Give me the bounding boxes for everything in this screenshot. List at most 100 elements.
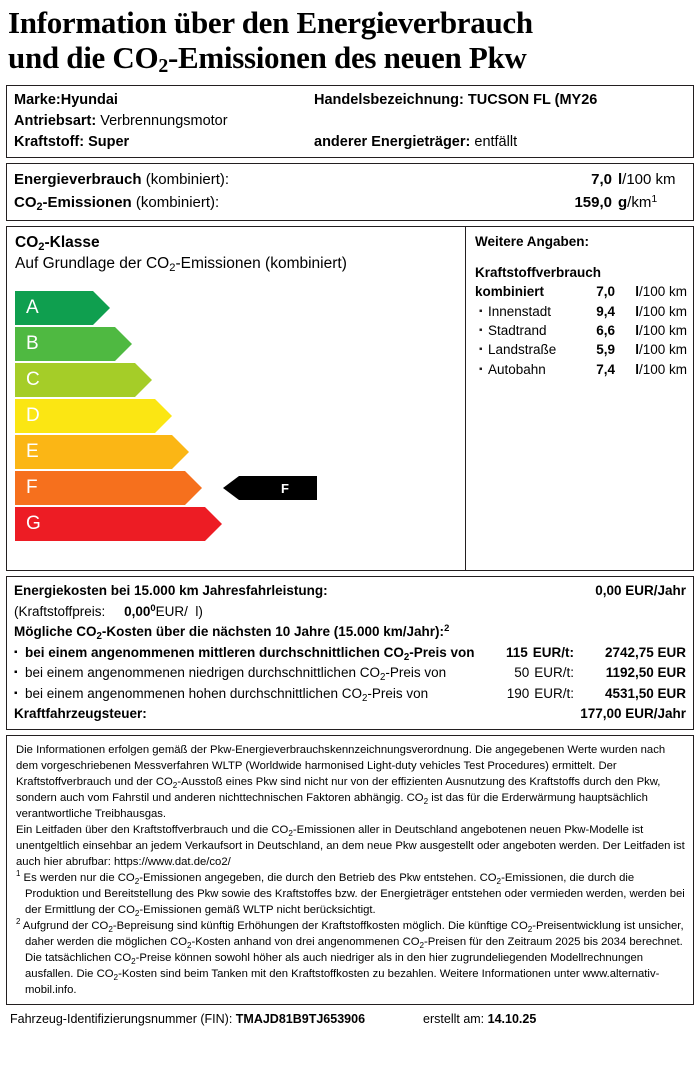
footer: Fahrzeug-Identifizierungsnummer (FIN): T… [6,1012,694,1026]
legal-paragraph-1: Die Informationen erfolgen gemäß der Pkw… [16,743,666,820]
energy-consumption-label: Energieverbrauch (kombiniert): [14,171,230,189]
fuel-consumption-value: 9,4 [596,303,615,319]
vehicle-identity-box: Marke:Hyundai Handelsbezeichnung: TUCSON… [6,85,694,159]
fuel-consumption-unit: l/100 km [635,323,687,338]
model-label: Handelsbezeichnung: [314,92,464,109]
identity-row-drivetrain: Antriebsart: Verbrennungsmotor [14,111,686,132]
other-energy-field: anderer Energieträger: entfällt [314,132,686,153]
co2-price-per-ton: 115 [505,644,528,660]
efficiency-bar-label: F [26,477,38,499]
costs-box: Energiekosten bei 15.000 km Jahresfahrle… [6,576,694,730]
fuel-field: Kraftstoff: Super [14,132,314,153]
co2-costs-heading: Mögliche CO2-Kosten über die nächsten 10… [14,623,450,643]
co2-cost-description: ▪ bei einem angenommenen mittleren durchs… [14,644,475,663]
bullet-icon: ▪ [479,305,483,317]
co2-cost-row: ▪ bei einem angenommenen hohen durchschni… [14,684,686,705]
additional-info-panel: Weitere Angaben: Kraftstoffverbrauch kom… [466,227,693,570]
co2-total-cost: 4531,50 EUR [604,685,686,701]
drivetrain-field: Antriebsart: Verbrennungsmotor [14,111,314,132]
fuel-consumption-mode: kombiniert [475,284,545,300]
co2-cost-amount: 115 EUR/t: 2742,75 EUR [489,643,686,664]
title-line-1: Information über den Energieverbrauch [8,5,533,40]
drivetrain-value: Verbrennungsmotor [100,113,228,130]
footnote-ref-1: 1 [651,192,658,205]
co2-cost-amount: 50 EUR/t: 1192,50 EUR [490,663,686,684]
title-line-2: und die CO2-Emissionen des neuen Pkw [8,39,527,77]
efficiency-bar-label: D [26,405,40,427]
efficiency-bar-row-c: C [15,363,457,398]
efficiency-bar-label: B [26,333,39,355]
efficiency-bar-row-b: B [15,327,457,362]
fuel-consumption-unit: l/100 km [635,342,687,358]
drivetrain-label: Antriebsart: [14,113,97,130]
bullet-icon: ▪ [479,325,483,336]
fuel-consumption-list: kombiniert 7,0 l/100 km ▪ Innenstadt 9,4 l/100… [475,282,687,379]
energy-consumption-value: 7,0 [591,171,612,189]
vehicle-tax-label: Kraftfahrzeugsteuer: [14,706,147,722]
energy-consumption-unit: l/100 km [618,171,676,189]
other-energy-label: anderer Energieträger: [314,133,471,150]
fuel-consumption-mode: ▪ Autobahn [479,361,546,377]
fuel-consumption-value: 6,6 [596,323,615,338]
bullet-icon: ▪ [14,687,18,699]
efficiency-bar-row-g: G [15,507,457,542]
brand-field: Marke:Hyundai [14,90,314,111]
co2-cost-rows: ▪ bei einem angenommenen mittleren durchs… [14,643,686,705]
fuel-price-row: (Kraftstoffpreis: 0,000EUR/ l) [14,602,686,623]
identity-row-fuel: Kraftstoff: Super anderer Energieträger:… [14,132,686,153]
bullet-icon: ▪ [14,646,18,658]
co2-price-per-ton: 190 [506,685,530,701]
brand-label: Marke: [14,92,61,109]
fuel-consumption-value: 7,0 [596,284,615,300]
co2-cost-amount: 190 EUR/t: 4531,50 EUR [490,684,686,705]
vehicle-tax-value: 177,00 EUR/Jahr [580,706,686,722]
co2-emissions-label: CO2-Emissionen (kombiniert): [14,193,220,213]
legal-paragraph-2: Ein Leitfaden über den Kraftstoffverbrau… [16,823,685,868]
efficiency-bar-d: D [15,399,172,434]
efficiency-bar-e: E [15,435,189,470]
co2-costs-heading-row: Mögliche CO2-Kosten über die nächsten 10… [14,622,686,643]
co2-emissions-unit: g/km1 [618,192,658,211]
page-title: Information über den Energieverbrauch un… [8,5,694,77]
fuel-consumption-row: ▪ Landstraße 5,9 l/100 km [475,340,687,359]
energy-cost-label: Energiekosten bei 15.000 km Jahresfahrle… [14,583,328,599]
efficiency-bar-row-a: A [15,291,457,326]
bullet-icon: ▪ [14,667,18,679]
fuel-consumption-unit: l/100 km [635,361,687,377]
co2-price-per-ton: 50 [514,665,530,681]
fuel-value: Super [88,133,130,150]
legal-footnote-2: 2 Aufgrund der CO2-Bepreisung sind künft… [16,917,684,997]
co2-class-panel: CO2-Klasse Auf Grundlage der CO2-Emissio… [7,227,466,571]
fuel-consumption-subtitle: Kraftstoffverbrauch [475,265,602,281]
efficiency-bar-b: B [15,327,132,362]
efficiency-bar-row-e: E [15,435,457,470]
fuel-consumption-row: ▪ Innenstadt 9,4 l/100 km [475,302,687,321]
fuel-consumption-row: kombiniert 7,0 l/100 km [475,282,687,301]
vehicle-tax-row: Kraftfahrzeugsteuer: 177,00 EUR/Jahr [14,704,686,725]
co2-price-unit: EUR/t: [532,644,574,660]
fuel-consumption-row: ▪ Stadtrand 6,6 l/100 km [475,321,687,340]
efficiency-bar-label: E [26,441,39,463]
fuel-price-label: (Kraftstoffpreis: 0,000EUR/ l) [14,602,203,619]
model-field: Handelsbezeichnung: TUCSON FL (MY26 [314,90,686,111]
co2-class-subheading: Auf Grundlage der CO2-Emissionen (kombin… [15,255,347,275]
co2-emissions-value: 159,0 [574,193,612,211]
vin-value: TMAJD81B9TJ653906 [235,1012,366,1027]
energy-cost-row: Energiekosten bei 15.000 km Jahresfahrle… [14,581,686,602]
created-date-label: erstellt am: [423,1012,485,1027]
bullet-icon: ▪ [479,344,483,356]
co2-class-marker: F [223,476,317,501]
efficiency-bar-label: A [26,297,39,319]
legal-footnote-1: 1 Es werden nur die CO2-Emissionen angeg… [16,869,685,919]
consumption-summary-box: Energieverbrauch (kombiniert): 7,0 l/100… [6,163,694,222]
co2-class-box: CO2-Klasse Auf Grundlage der CO2-Emissio… [6,226,694,572]
co2-cost-row: ▪ bei einem angenommenen niedrigen durchs… [14,663,686,684]
co2-cost-description: ▪ bei einem angenommenen niedrigen durchs… [14,665,447,684]
footnote-ref-2: 2 [444,623,450,635]
model-value: TUCSON FL (MY26 [467,92,598,109]
fuel-consumption-mode: ▪ Innenstadt [479,303,552,319]
efficiency-bar-a: A [15,291,110,326]
efficiency-bar-label: C [26,369,40,391]
